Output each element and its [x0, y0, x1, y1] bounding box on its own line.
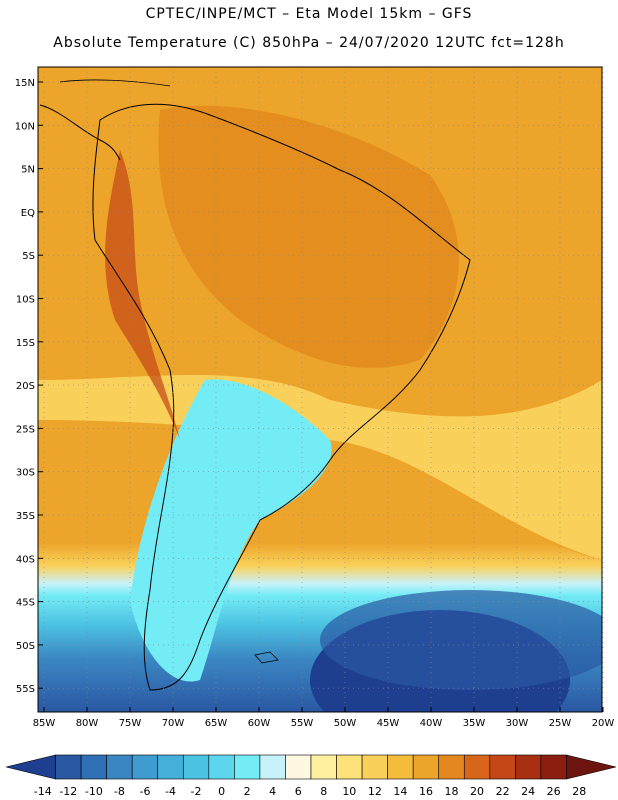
colorbar-segment	[489, 754, 516, 780]
colorbar-label: 8	[320, 785, 327, 798]
field-cold-ring	[320, 590, 602, 690]
colorbar-label: 12	[368, 785, 382, 798]
colorbar-segment	[540, 754, 567, 780]
colorbar-label: 14	[393, 785, 407, 798]
colorbar-label: 6	[295, 785, 302, 798]
lon-tick-label: 30W	[506, 718, 529, 729]
colorbar-label: -12	[59, 785, 77, 798]
colorbar-label: -14	[34, 785, 52, 798]
colorbar-label: -4	[165, 785, 176, 798]
colorbar-segment	[182, 754, 210, 780]
colorbar-segment	[336, 754, 363, 780]
colorbar-label: -6	[139, 785, 150, 798]
colorbar-segment	[310, 754, 337, 780]
colorbar-segment	[55, 754, 82, 780]
lat-tick-label: 40S	[16, 554, 35, 565]
lon-tick-label: 65W	[205, 718, 228, 729]
lat-tick-label: 15N	[15, 78, 35, 89]
colorbar-label: 20	[470, 785, 484, 798]
lat-tick-label: 5N	[21, 165, 35, 176]
colorbar-segment	[157, 754, 184, 780]
lon-tick-label: 70W	[162, 718, 185, 729]
lon-tick-label: 50W	[334, 718, 357, 729]
map-title: CPTEC/INPE/MCT – Eta Model 15km – GFS	[145, 6, 473, 22]
colorbar-segment	[463, 754, 491, 780]
lat-tick-label: 10N	[15, 121, 35, 132]
lon-tick-label: 25W	[549, 718, 572, 729]
latitude-axis: 15N 10N 5N EQ 5S 10S 15S 20S 25S 30S 35S 40S 45S 50S 5…	[15, 78, 43, 695]
lat-tick-label: 45S	[16, 598, 35, 609]
field-subtropical-band	[38, 375, 602, 560]
south-america-outline	[92, 103, 471, 691]
colorbar-label: 0	[218, 785, 225, 798]
field-cold-tongue	[130, 379, 332, 682]
lat-tick-label: 10S	[16, 295, 35, 306]
colorbar-segment	[412, 754, 440, 780]
field-andes	[105, 150, 180, 440]
colorbar-label: -2	[191, 785, 202, 798]
colorbar-segment	[80, 754, 107, 780]
colorbar-label: 18	[445, 785, 459, 798]
lat-tick-label: 25S	[16, 424, 35, 435]
colorbar-segment	[285, 754, 312, 780]
longitude-axis: 85W 80W 75W 70W 65W 60W 55W 50W 45W 40W 35W 30W 25W 2…	[33, 707, 615, 729]
colorbar-labels: -14 -12 -10 -8 -6 -4 -2 0 2 4 6 8 10 12 14 16 18 20 22 24 26…	[34, 785, 586, 798]
lon-tick-label: 55W	[291, 718, 314, 729]
colorbar-label: 4	[269, 785, 276, 798]
grid-lines	[38, 67, 604, 712]
lon-tick-label: 40W	[420, 718, 443, 729]
lat-tick-label: 30S	[16, 468, 35, 479]
map-frame	[37, 66, 603, 713]
lon-tick-label: 60W	[248, 718, 271, 729]
colorbar-label: 24	[521, 785, 535, 798]
falklands-outline	[254, 651, 279, 664]
lat-tick-label: 50S	[16, 641, 35, 652]
colorbar-segment	[259, 754, 286, 780]
colorbar-label: 16	[419, 785, 433, 798]
lon-tick-label: 75W	[119, 718, 142, 729]
map-subtitle: Absolute Temperature (C) 850hPa – 24/07/…	[53, 35, 565, 51]
lon-tick-label: 80W	[76, 718, 99, 729]
temperature-field	[38, 67, 602, 712]
lat-tick-label: EQ	[21, 208, 35, 219]
central-america-outline	[39, 104, 121, 161]
colorbar-label: 10	[342, 785, 356, 798]
colorbar-label: 28	[572, 785, 586, 798]
lat-tick-label: 35S	[16, 511, 35, 522]
colorbar-segment	[208, 754, 235, 780]
lat-tick-label: 55S	[16, 684, 35, 695]
lon-tick-label: 35W	[463, 718, 486, 729]
field-warm-interior	[158, 105, 459, 368]
colorbar	[5, 754, 617, 780]
lat-tick-label: 20S	[16, 381, 35, 392]
colorbar-label: -8	[114, 785, 125, 798]
colorbar-segment	[515, 754, 542, 780]
colorbar-segment	[106, 754, 133, 780]
colorbar-label: -10	[85, 785, 103, 798]
colorbar-label: 26	[547, 785, 561, 798]
colorbar-label: 22	[496, 785, 510, 798]
colorbar-segment	[234, 754, 261, 780]
colorbar-segment	[387, 754, 414, 780]
lat-tick-label: 5S	[22, 251, 35, 262]
lat-tick-label: 15S	[16, 338, 35, 349]
colorbar-segment	[566, 754, 617, 780]
lon-tick-label: 45W	[377, 718, 400, 729]
colorbar-segment	[361, 754, 388, 780]
colorbar-segment	[131, 754, 159, 780]
colorbar-label: 2	[244, 785, 251, 798]
colorbar-segment	[438, 754, 465, 780]
colorbar-segment	[5, 754, 56, 780]
lon-tick-label: 20W	[592, 718, 615, 729]
caribbean-outline	[59, 79, 171, 87]
lon-tick-label: 85W	[33, 718, 56, 729]
